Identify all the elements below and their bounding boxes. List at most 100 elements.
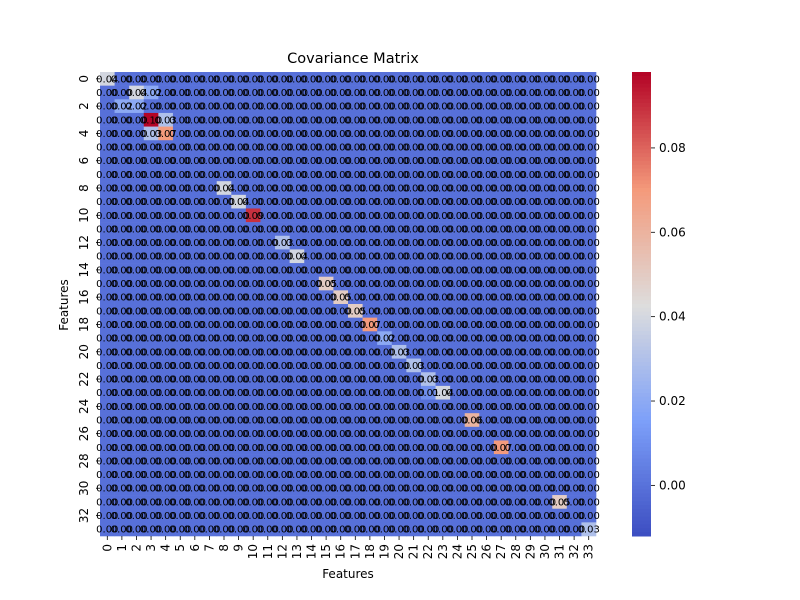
heatmap-cell bbox=[523, 208, 538, 223]
heatmap-cell bbox=[158, 167, 174, 182]
heatmap-cell bbox=[523, 181, 538, 196]
heatmap-cell bbox=[464, 331, 480, 346]
heatmap-cell bbox=[100, 276, 115, 291]
heatmap-cell bbox=[245, 112, 261, 127]
heatmap-cell bbox=[508, 85, 524, 100]
heatmap-cell bbox=[377, 358, 393, 373]
heatmap-cell bbox=[450, 167, 466, 182]
heatmap-cell bbox=[552, 167, 568, 182]
heatmap-cell bbox=[508, 304, 524, 318]
heatmap-cell bbox=[143, 181, 159, 196]
heatmap-cell bbox=[362, 290, 378, 305]
heatmap-cell bbox=[348, 331, 363, 346]
heatmap-cell bbox=[464, 276, 480, 291]
heatmap-cell bbox=[275, 112, 290, 127]
y-tick-label: 12 bbox=[77, 235, 91, 250]
heatmap-cell-label: 0.00 bbox=[578, 429, 600, 440]
colorbar-segment bbox=[632, 319, 651, 324]
heatmap-cell bbox=[450, 276, 466, 291]
heatmap-cell bbox=[129, 276, 145, 291]
heatmap-cell bbox=[566, 263, 582, 278]
heatmap-cell bbox=[231, 304, 247, 318]
heatmap-cell bbox=[304, 317, 320, 332]
heatmap-cell bbox=[289, 181, 305, 196]
heatmap-cell bbox=[318, 181, 334, 196]
heatmap-cell bbox=[435, 263, 451, 278]
heatmap-cell bbox=[377, 140, 393, 155]
heatmap-cell bbox=[348, 290, 363, 305]
heatmap-cell bbox=[377, 85, 393, 100]
heatmap-cell bbox=[100, 399, 115, 414]
heatmap-cell bbox=[552, 317, 568, 332]
heatmap-cell bbox=[158, 317, 174, 332]
heatmap-cell bbox=[245, 276, 261, 291]
colorbar-segment bbox=[632, 75, 651, 81]
heatmap-cell bbox=[333, 290, 349, 305]
heatmap-cell bbox=[289, 344, 305, 359]
heatmap-cell bbox=[143, 85, 159, 100]
heatmap-cell bbox=[552, 263, 568, 278]
heatmap-cell bbox=[391, 235, 407, 250]
heatmap-cell bbox=[493, 372, 509, 387]
heatmap-cell-label: 0.00 bbox=[578, 456, 600, 467]
heatmap-cell bbox=[275, 263, 290, 278]
heatmap-cell bbox=[245, 249, 261, 264]
heatmap-cell bbox=[537, 208, 553, 223]
heatmap-cell bbox=[187, 112, 203, 127]
heatmap-cell bbox=[129, 167, 145, 182]
heatmap-cell bbox=[245, 331, 261, 346]
heatmap-cell bbox=[289, 112, 305, 127]
heatmap-cell bbox=[552, 290, 568, 305]
heatmap-cell bbox=[129, 263, 145, 278]
heatmap-cell bbox=[566, 249, 582, 264]
colorbar-segment bbox=[632, 323, 651, 328]
heatmap-cell bbox=[581, 276, 597, 291]
colorbar-segment bbox=[632, 157, 651, 162]
heatmap-cell bbox=[172, 399, 188, 414]
heatmap-cell bbox=[158, 304, 174, 318]
heatmap-cell bbox=[348, 72, 363, 86]
heatmap-cell bbox=[450, 153, 466, 168]
heatmap-cell bbox=[129, 304, 145, 318]
heatmap-cell bbox=[158, 249, 174, 264]
heatmap-cell bbox=[435, 317, 451, 332]
heatmap-cell bbox=[420, 153, 436, 168]
heatmap-cell bbox=[100, 126, 115, 141]
heatmap-cell bbox=[450, 358, 466, 373]
heatmap-cell bbox=[537, 72, 553, 86]
heatmap-cell bbox=[333, 372, 349, 387]
heatmap-cell bbox=[304, 99, 320, 114]
heatmap-cell bbox=[493, 208, 509, 223]
x-tick-label: 8 bbox=[217, 544, 231, 552]
heatmap-cell bbox=[304, 85, 320, 100]
heatmap-cell bbox=[143, 140, 159, 155]
x-tick-label: 33 bbox=[582, 544, 596, 559]
heatmap-cell bbox=[391, 167, 407, 182]
heatmap-cell bbox=[377, 344, 393, 359]
heatmap-cell bbox=[493, 126, 509, 141]
colorbar-tick-label: 0.08 bbox=[659, 141, 686, 155]
heatmap-cell bbox=[187, 85, 203, 100]
heatmap-cell bbox=[187, 249, 203, 264]
heatmap-cell bbox=[216, 72, 232, 86]
heatmap-cell bbox=[523, 331, 538, 346]
heatmap-cell bbox=[362, 317, 378, 332]
heatmap-cell bbox=[100, 99, 115, 114]
heatmap-cell bbox=[129, 85, 145, 100]
heatmap-cell bbox=[216, 194, 232, 209]
heatmap-cell-label: 0.00 bbox=[578, 279, 600, 290]
heatmap-cell bbox=[420, 167, 436, 182]
heatmap-cell bbox=[187, 317, 203, 332]
heatmap-cell bbox=[362, 235, 378, 250]
heatmap-cell bbox=[479, 153, 495, 168]
y-tick-label: 2 bbox=[77, 102, 91, 110]
heatmap-cell bbox=[100, 344, 115, 359]
y-tick-label: 24 bbox=[77, 399, 91, 414]
heatmap-cell bbox=[391, 126, 407, 141]
heatmap-cell bbox=[377, 72, 393, 86]
colorbar-segment bbox=[632, 431, 651, 436]
heatmap-cell bbox=[523, 235, 538, 250]
heatmap-cell-label: 0.00 bbox=[578, 156, 600, 167]
heatmap-cell bbox=[537, 304, 553, 318]
